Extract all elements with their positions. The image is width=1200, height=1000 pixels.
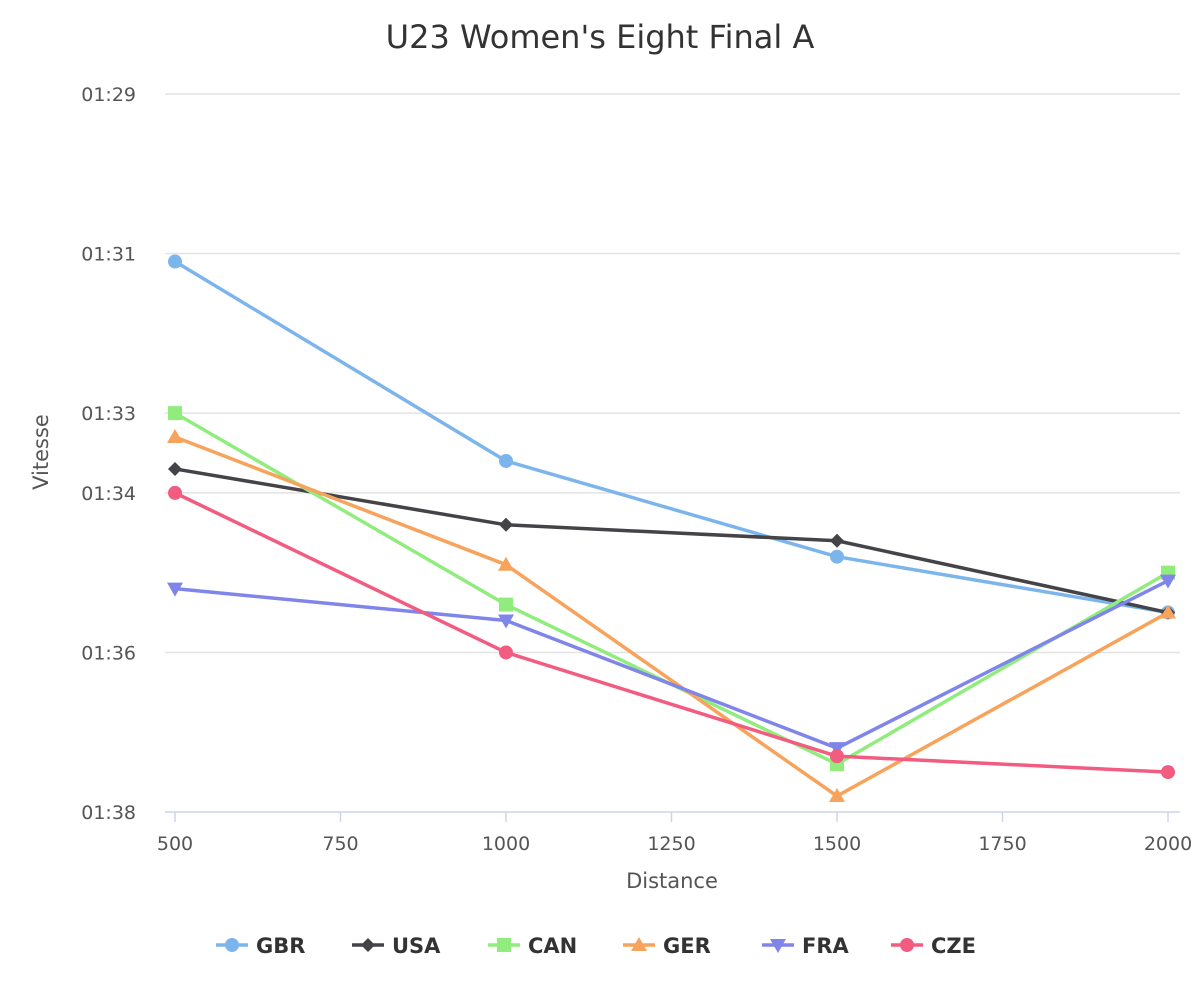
y-tick-label: 01:38: [81, 802, 136, 824]
y-gridlines: [165, 93, 1180, 654]
legend-item-cze[interactable]: CZE: [891, 934, 976, 958]
series-line-ger: [174, 435, 1169, 798]
series-lines: [167, 254, 1176, 803]
legend-marker: [497, 938, 511, 952]
data-point-can: [168, 406, 182, 421]
y-axis-ticks: 01:29 01:31 01:33 01:34 01:36 01:38: [81, 84, 136, 824]
legend: GBR USA CAN GER FRA CZE: [216, 934, 976, 958]
legend-marker: [361, 938, 375, 952]
legend-marker: [631, 937, 647, 951]
series-usa: [168, 461, 1175, 620]
data-point-usa: [499, 517, 513, 532]
data-point-ger: [498, 556, 514, 571]
legend-label: GER: [663, 934, 711, 958]
series-line-usa: [174, 467, 1169, 615]
series-line-fra: [174, 579, 1169, 750]
y-tick-label: 01:34: [81, 483, 136, 505]
series-ger: [167, 429, 1176, 803]
x-tick-label: 2000: [1144, 833, 1192, 855]
legend-item-fra[interactable]: FRA: [762, 934, 850, 958]
data-point-fra: [1160, 574, 1176, 589]
y-tick-label: 01:36: [81, 642, 136, 664]
y-axis-label: Vitesse: [29, 414, 53, 490]
x-tick-label: 1250: [647, 833, 695, 855]
data-point-fra: [498, 614, 514, 629]
data-point-ger: [167, 429, 183, 444]
data-point-gbr: [830, 549, 844, 564]
legend-label: USA: [392, 934, 441, 958]
x-axis-ticks: 500 750 1000 1250 1500 1750 2000: [157, 812, 1192, 855]
legend-label: CZE: [931, 934, 976, 958]
data-point-ger: [829, 788, 845, 803]
legend-marker: [770, 939, 786, 953]
legend-marker: [225, 938, 239, 952]
x-tick-label: 750: [322, 833, 358, 855]
legend-item-ger[interactable]: GER: [623, 934, 711, 958]
legend-item-gbr[interactable]: GBR: [216, 934, 305, 958]
x-tick-label: 1000: [482, 833, 530, 855]
x-axis-label: Distance: [626, 869, 718, 893]
legend-item-can[interactable]: CAN: [488, 934, 577, 958]
data-point-gbr: [499, 453, 513, 468]
x-tick-label: 1750: [978, 833, 1026, 855]
legend-label: FRA: [802, 934, 850, 958]
data-point-cze: [830, 749, 844, 764]
x-tick-label: 1500: [813, 833, 861, 855]
legend-label: GBR: [256, 934, 305, 958]
data-point-cze: [1161, 765, 1175, 780]
y-tick-label: 01:29: [81, 84, 136, 106]
data-point-can: [499, 597, 513, 612]
legend-label: CAN: [528, 934, 577, 958]
data-point-usa: [168, 461, 182, 476]
data-point-cze: [499, 645, 513, 660]
data-point-ger: [1160, 604, 1176, 619]
y-tick-label: 01:31: [81, 244, 136, 266]
data-point-usa: [830, 533, 844, 548]
chart-title: U23 Women's Eight Final A: [386, 18, 815, 56]
legend-marker: [900, 938, 914, 952]
data-point-gbr: [168, 254, 182, 269]
series-fra: [167, 574, 1176, 757]
legend-item-usa[interactable]: USA: [352, 934, 441, 958]
series-gbr: [168, 254, 1175, 620]
series-cze: [168, 485, 1175, 780]
series-line-cze: [174, 491, 1169, 774]
y-tick-label: 01:33: [81, 403, 136, 425]
data-point-cze: [168, 485, 182, 500]
data-point-fra: [167, 582, 183, 597]
series-line-gbr: [174, 260, 1169, 615]
x-tick-label: 500: [157, 833, 193, 855]
